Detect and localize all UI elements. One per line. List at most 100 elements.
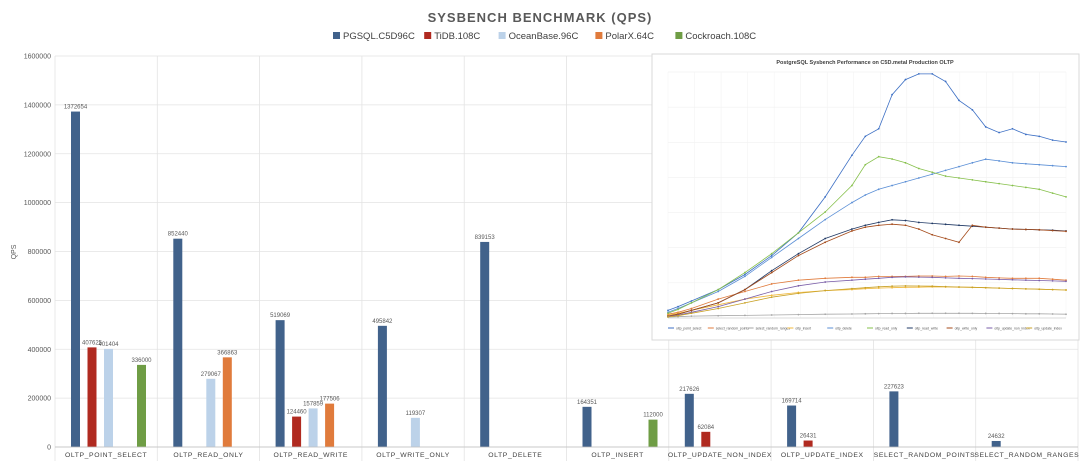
bar xyxy=(377,325,387,447)
data-label: 1372654 xyxy=(64,105,88,111)
y-tick-label: 400000 xyxy=(28,347,51,354)
inset-point xyxy=(877,188,880,191)
inset-point xyxy=(904,312,907,315)
inset-point xyxy=(770,254,773,257)
bar xyxy=(480,241,490,447)
inset-point xyxy=(1038,279,1041,282)
inset-point xyxy=(971,108,974,111)
inset-point xyxy=(891,223,893,226)
inset-point xyxy=(917,167,920,170)
inset-point xyxy=(1011,228,1014,230)
inset-legend-label: oltp_insert xyxy=(795,327,811,331)
data-label: 26431 xyxy=(800,434,817,440)
inset-legend-label: oltp_update_non_index xyxy=(994,327,1030,331)
inset-point xyxy=(944,237,947,240)
data-label: 157859 xyxy=(303,401,324,407)
inset-point xyxy=(1038,288,1041,291)
inset-point xyxy=(1038,277,1041,280)
inset-point xyxy=(717,298,720,300)
bar xyxy=(648,419,658,447)
inset-point xyxy=(824,281,827,283)
inset-point xyxy=(851,279,853,282)
inset-point xyxy=(770,314,773,316)
inset-point xyxy=(984,276,987,279)
inset-point xyxy=(1051,288,1054,291)
y-tick-label: 0 xyxy=(47,445,51,452)
bar xyxy=(803,440,813,447)
inset-point xyxy=(824,289,827,292)
inset-point xyxy=(770,256,773,259)
legend-label: PGSQL.C5D96C xyxy=(343,31,415,42)
inset-point xyxy=(1038,163,1041,166)
inset-point xyxy=(1024,162,1027,165)
inset-point xyxy=(998,287,1001,290)
inset-point xyxy=(770,290,773,293)
inset-point xyxy=(1065,141,1067,143)
inset-point xyxy=(904,275,907,278)
inset-legend-label: oltp_delete xyxy=(835,327,852,331)
inset-point xyxy=(971,286,974,289)
data-label: 407625 xyxy=(82,340,103,346)
bar xyxy=(104,348,113,447)
inset-point xyxy=(1024,279,1027,282)
inset-point xyxy=(1024,287,1027,290)
inset-point xyxy=(984,312,987,315)
legend-label: PolarX.64C xyxy=(605,31,654,42)
data-label: 177506 xyxy=(320,397,341,403)
bar xyxy=(137,364,146,447)
data-label: 169714 xyxy=(782,399,803,405)
inset-grid xyxy=(667,71,1067,319)
inset-point xyxy=(904,219,907,222)
bar xyxy=(325,403,335,447)
inset-point xyxy=(877,285,880,288)
x-tick-label: OLTP_POINT_SELECT xyxy=(65,452,147,459)
inset-point xyxy=(744,314,746,317)
inset-point xyxy=(917,228,920,230)
data-label: 227623 xyxy=(884,384,905,390)
inset-point xyxy=(851,154,853,157)
inset-point xyxy=(1011,161,1014,164)
data-label: 112000 xyxy=(643,413,663,419)
inset-point xyxy=(984,125,987,128)
legend-swatch xyxy=(424,32,432,39)
inset-point xyxy=(971,277,974,280)
inset-point xyxy=(1011,127,1014,130)
legend-swatch xyxy=(333,32,340,39)
inset-point xyxy=(931,285,934,288)
inset-point xyxy=(864,224,867,227)
inset-point xyxy=(877,127,880,130)
inset-point xyxy=(851,313,853,315)
inset-point xyxy=(917,177,920,179)
inset-point xyxy=(1011,287,1014,290)
inset-point xyxy=(958,224,960,227)
bar xyxy=(275,320,285,447)
bar xyxy=(410,417,420,447)
inset-point xyxy=(1051,280,1054,282)
inset-point xyxy=(1051,139,1054,142)
inset-point xyxy=(864,276,867,279)
inset-point xyxy=(677,308,679,311)
inset-point xyxy=(877,275,880,278)
inset-point xyxy=(851,287,853,290)
inset-point xyxy=(864,163,867,166)
bar xyxy=(222,357,232,447)
inset-point xyxy=(891,286,893,289)
data-label: 519069 xyxy=(270,313,291,319)
y-tick-label: 800000 xyxy=(28,249,51,256)
inset-point xyxy=(744,275,746,278)
inset-point xyxy=(931,233,934,236)
inset-point xyxy=(797,252,800,255)
inset-point xyxy=(998,131,1001,134)
inset-point xyxy=(1065,313,1067,316)
inset-point xyxy=(904,161,907,164)
inset-point xyxy=(877,221,880,224)
inset-point xyxy=(917,312,920,315)
inset-point xyxy=(931,171,934,174)
inset-point xyxy=(958,286,960,288)
inset-point xyxy=(1038,312,1041,315)
inset-point xyxy=(931,312,934,315)
data-label: 852440 xyxy=(168,232,189,238)
inset-point xyxy=(931,72,934,75)
